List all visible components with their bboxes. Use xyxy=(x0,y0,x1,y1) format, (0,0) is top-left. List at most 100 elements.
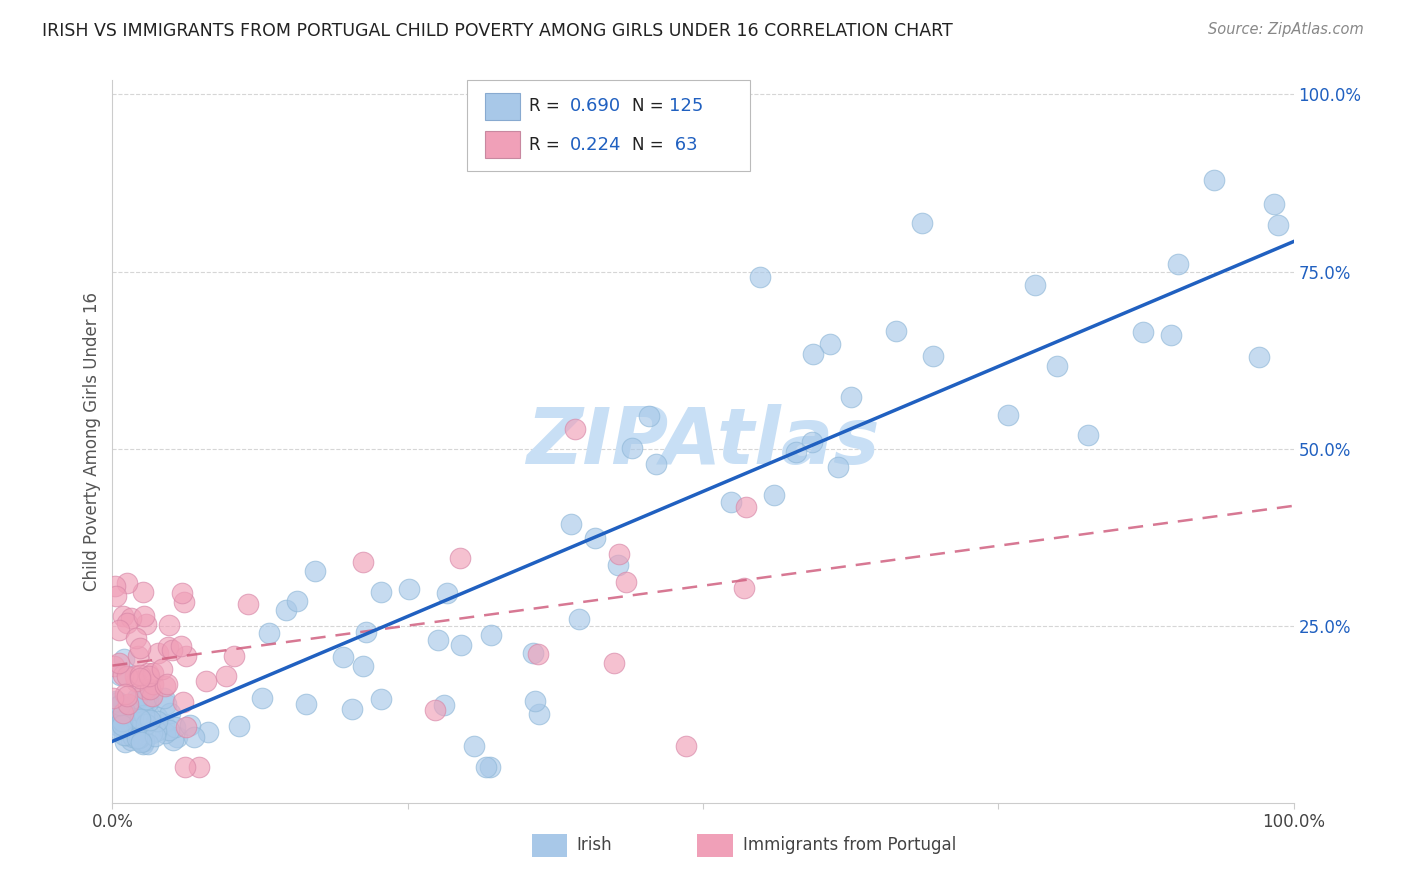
Point xyxy=(135,616,157,631)
Point xyxy=(332,649,354,664)
Point xyxy=(1077,428,1099,442)
Point xyxy=(354,625,377,640)
Point xyxy=(527,706,550,721)
Point xyxy=(1249,350,1271,364)
Point xyxy=(583,532,606,546)
Point xyxy=(111,708,134,723)
Point xyxy=(108,698,131,712)
Point xyxy=(146,710,169,724)
Point xyxy=(112,728,135,742)
Point xyxy=(340,701,363,715)
Point xyxy=(104,579,127,593)
Point xyxy=(163,720,186,734)
Point xyxy=(675,739,697,753)
Point xyxy=(139,713,162,727)
Point xyxy=(370,585,392,599)
Point xyxy=(107,722,129,736)
Point xyxy=(157,723,180,738)
Point xyxy=(183,730,205,744)
Text: 0.224: 0.224 xyxy=(569,136,621,154)
Point xyxy=(115,728,138,742)
Point xyxy=(129,735,152,749)
Point xyxy=(172,585,194,599)
Point xyxy=(136,708,159,723)
Point xyxy=(132,708,155,723)
Point xyxy=(603,656,626,670)
Point xyxy=(432,698,454,713)
Point xyxy=(274,603,297,617)
Point xyxy=(370,692,392,706)
Point xyxy=(170,639,193,653)
Point xyxy=(129,641,152,656)
Point xyxy=(111,609,134,624)
Y-axis label: Child Poverty Among Girls Under 16: Child Poverty Among Girls Under 16 xyxy=(83,292,101,591)
Point xyxy=(115,575,138,590)
Point xyxy=(115,616,138,631)
Point xyxy=(120,723,142,738)
Point xyxy=(735,500,758,514)
Point xyxy=(152,717,174,731)
Point xyxy=(749,269,772,284)
Point xyxy=(117,697,139,711)
Point xyxy=(111,668,134,682)
Point xyxy=(720,494,742,508)
Text: 63: 63 xyxy=(669,136,697,154)
Point xyxy=(523,693,546,707)
Point xyxy=(131,726,153,740)
Point xyxy=(1267,218,1289,232)
Point xyxy=(224,649,246,664)
Point xyxy=(135,717,157,731)
Point xyxy=(763,488,786,502)
Point xyxy=(568,612,591,626)
Point xyxy=(1024,277,1046,292)
Point xyxy=(132,737,155,751)
Point xyxy=(115,700,138,714)
Point xyxy=(129,733,152,747)
Point xyxy=(173,760,195,774)
Point xyxy=(1160,327,1182,342)
Point xyxy=(120,611,142,625)
Point xyxy=(101,691,124,706)
Point xyxy=(827,459,849,474)
Text: IRISH VS IMMIGRANTS FROM PORTUGAL CHILD POVERTY AMONG GIRLS UNDER 16 CORRELATION: IRISH VS IMMIGRANTS FROM PORTUGAL CHILD … xyxy=(42,22,953,40)
FancyBboxPatch shape xyxy=(485,93,520,120)
Point xyxy=(124,669,146,683)
Point xyxy=(112,706,135,720)
Point xyxy=(179,718,201,732)
Point xyxy=(997,409,1019,423)
Point xyxy=(228,719,250,733)
Point xyxy=(1263,196,1285,211)
Point xyxy=(120,727,142,741)
Point xyxy=(138,669,160,683)
Point xyxy=(839,390,862,404)
Point xyxy=(108,667,131,681)
Point xyxy=(120,725,142,739)
Point xyxy=(607,547,630,561)
Point xyxy=(108,656,131,670)
Point xyxy=(481,628,503,642)
Point xyxy=(157,618,180,632)
Point xyxy=(606,558,628,572)
Point xyxy=(257,625,280,640)
Point xyxy=(110,718,132,732)
Point xyxy=(922,349,945,363)
Point xyxy=(125,690,148,705)
Point xyxy=(128,730,150,744)
Point xyxy=(112,703,135,717)
Point xyxy=(131,585,153,599)
Point xyxy=(127,648,149,663)
Point xyxy=(1204,173,1226,187)
Point xyxy=(128,671,150,685)
Point xyxy=(103,659,125,673)
Point xyxy=(173,595,195,609)
Point xyxy=(162,733,184,747)
Point xyxy=(620,442,643,456)
Point xyxy=(153,679,176,693)
Point xyxy=(637,409,659,423)
Point xyxy=(174,649,197,664)
Point xyxy=(156,677,179,691)
Point xyxy=(122,721,145,735)
Point xyxy=(616,574,638,589)
Point xyxy=(139,690,162,705)
Point xyxy=(304,564,326,578)
